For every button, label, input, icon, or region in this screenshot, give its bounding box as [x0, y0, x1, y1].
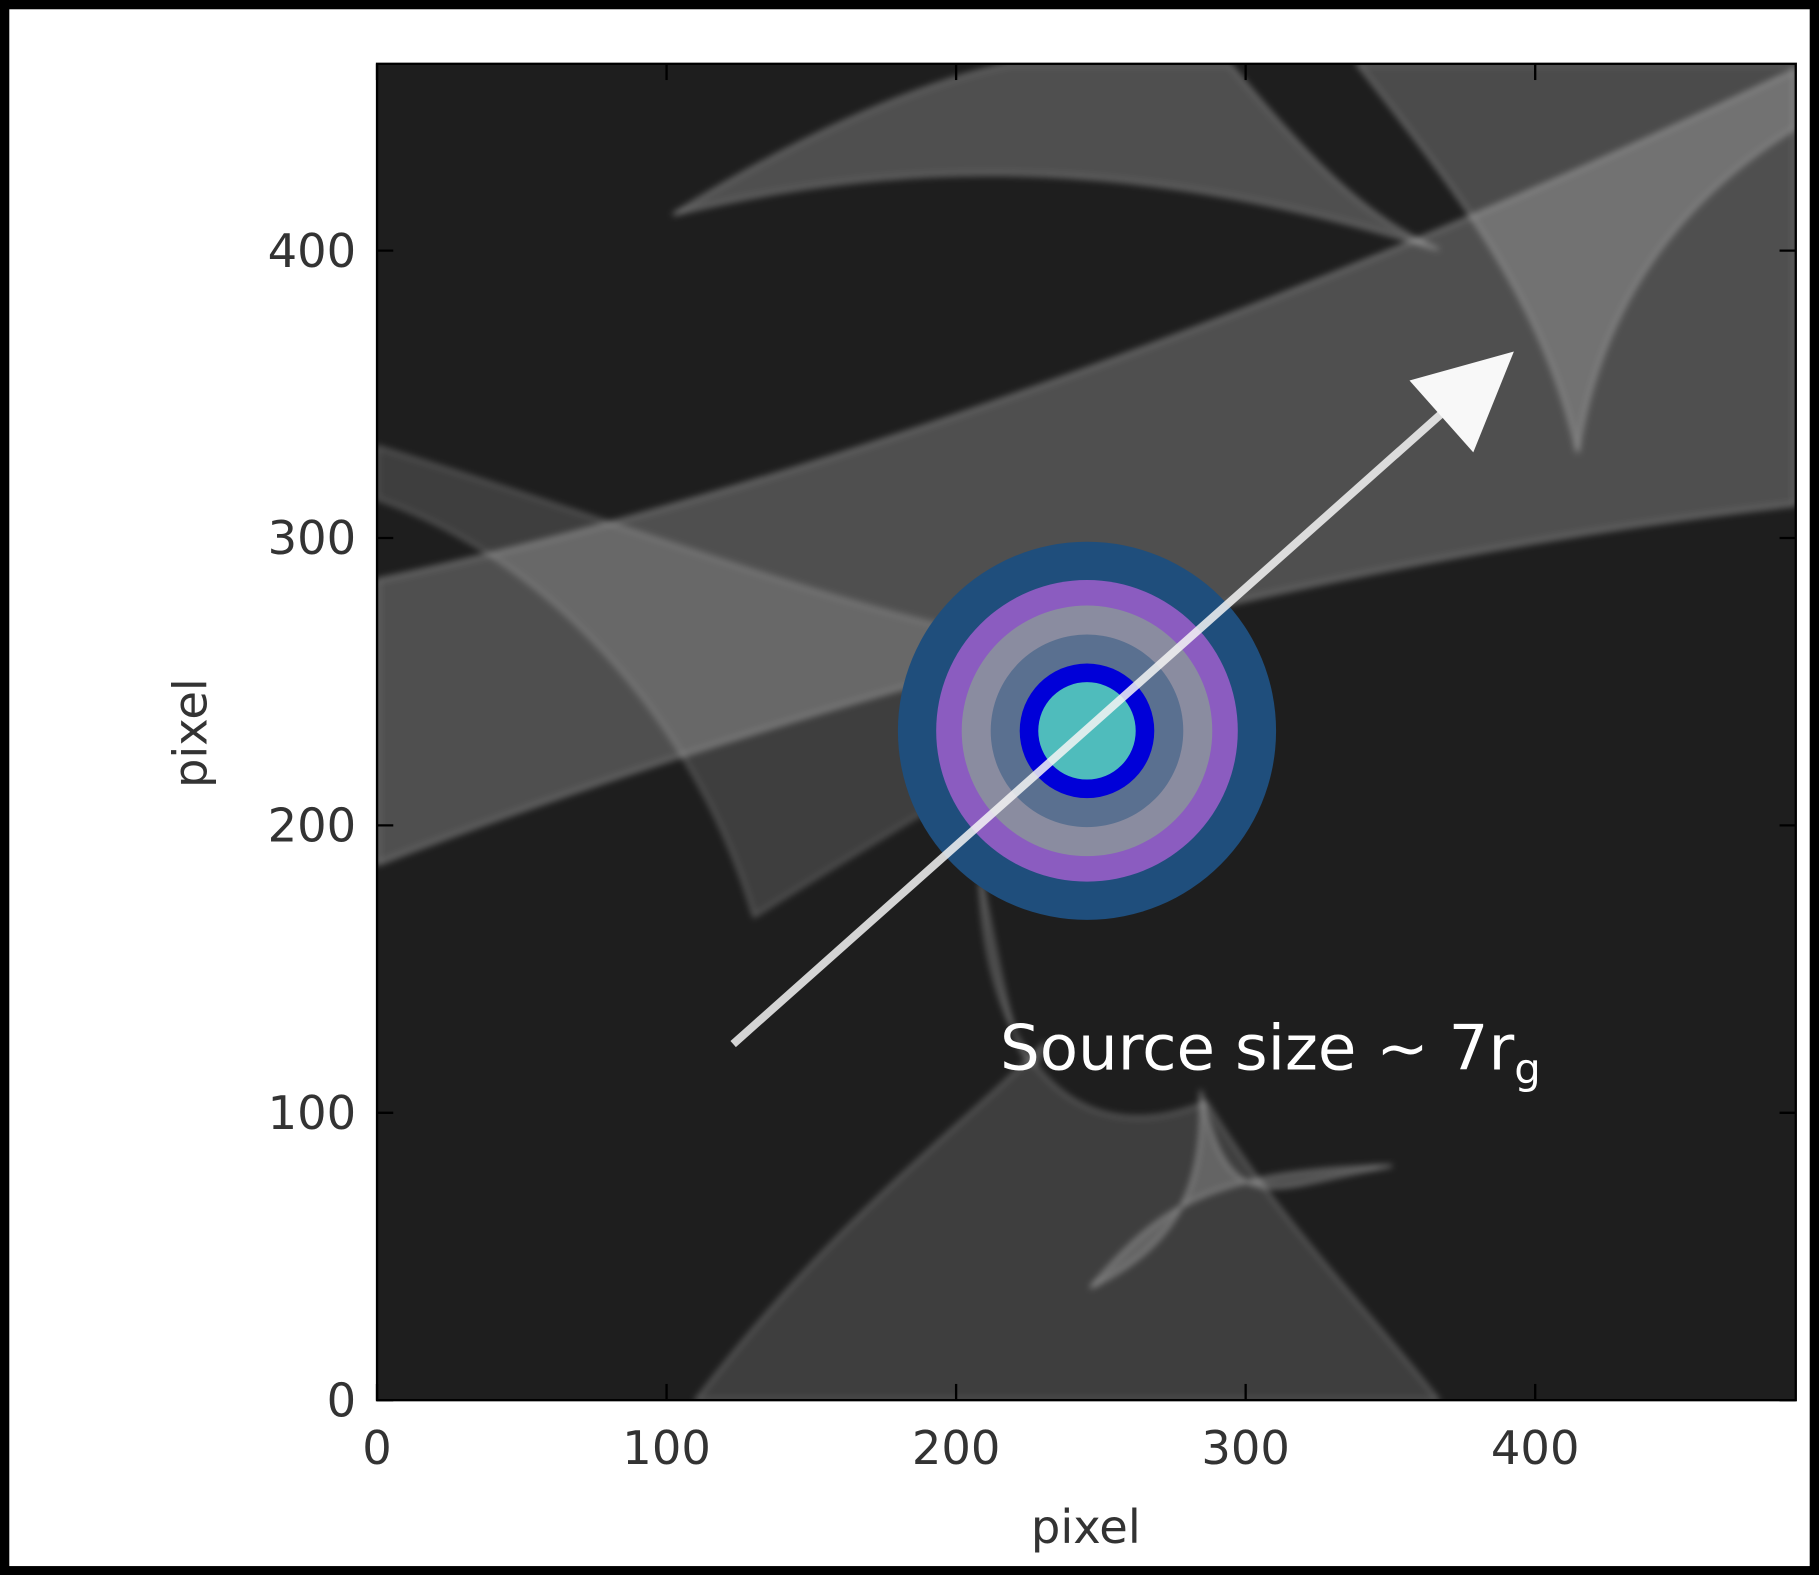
annotation: Source size ~ 7rg [1000, 1012, 1541, 1094]
y-tick-label: 0 [327, 1373, 357, 1427]
x-tick-label: 400 [1491, 1421, 1580, 1475]
figure: Source size ~ 7rg pixel pixel 0 100 200 300… [0, 0, 1819, 1575]
x-tick-label: 200 [912, 1421, 1001, 1475]
x-tick-label: 100 [622, 1421, 711, 1475]
y-tick-label: 100 [268, 1086, 357, 1140]
y-tick-label: 400 [268, 224, 357, 278]
annotation-subscript: g [1514, 1044, 1541, 1093]
x-tick-label: 0 [362, 1421, 392, 1475]
page: Source size ~ 7rg pixel pixel 0 100 200 300… [0, 0, 1819, 1575]
x-tick-label: 300 [1201, 1421, 1290, 1475]
magnification-map [377, 64, 1796, 1400]
y-axis-label: pixel [164, 678, 218, 788]
x-axis-label: pixel [1031, 1500, 1141, 1554]
y-tick-label: 200 [268, 799, 357, 853]
annotation-text: Source size ~ 7r [1000, 1012, 1515, 1085]
y-tick-label: 300 [268, 511, 357, 565]
